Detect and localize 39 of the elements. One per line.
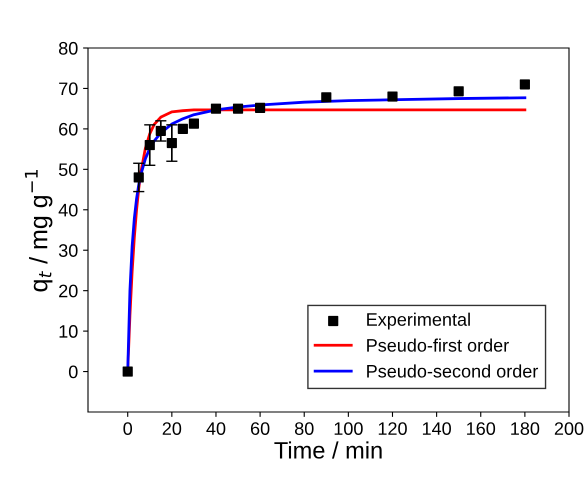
- x-tick-label: 120: [378, 422, 407, 435]
- y-tick-label: 0: [68, 365, 78, 378]
- y-tick-label: 40: [58, 204, 78, 216]
- legend-label: Experimental: [367, 312, 470, 330]
- x-tick-label: 60: [250, 422, 270, 435]
- point: [520, 79, 530, 90]
- x-tick-label: 80: [294, 422, 314, 435]
- point: [166, 138, 177, 148]
- point: [178, 124, 188, 134]
- x-tick-label: 180: [511, 422, 540, 435]
- point: [144, 140, 155, 150]
- y-tick-label: 80: [58, 42, 78, 55]
- y-tick-label: 20: [59, 284, 78, 298]
- y-tick-label: 70: [59, 82, 78, 96]
- legend-label: Pseudo-second order: [367, 364, 538, 378]
- point: [188, 118, 199, 129]
- y-tick-label: 50: [58, 163, 78, 176]
- point: [156, 126, 166, 136]
- point: [454, 86, 464, 96]
- point: [255, 102, 266, 113]
- x-tick-label: 100: [334, 422, 363, 435]
- point: [210, 104, 222, 114]
- legend-label: Pseudo-first order: [367, 338, 509, 352]
- x-tick-label: 20: [162, 422, 182, 435]
- y-tick-label: 10: [60, 325, 78, 338]
- x-axis-title: Time / min: [274, 441, 382, 459]
- point: [134, 172, 144, 183]
- point: [122, 366, 133, 377]
- x-tick-label: 200: [554, 422, 584, 435]
- y-tick-label: 30: [58, 244, 78, 257]
- x-tick-label: 40: [206, 422, 226, 435]
- y-tick-label: 60: [59, 122, 78, 136]
- point: [321, 92, 332, 102]
- x-tick-label: 140: [422, 422, 451, 435]
- x-tick-label: 160: [467, 422, 496, 435]
- point: [387, 91, 398, 102]
- x-tick-label: 0: [123, 422, 132, 435]
- point: [232, 104, 244, 114]
- y-axis-title: q$_{t}$ / mg g$^{−1}$: [24, 170, 52, 292]
